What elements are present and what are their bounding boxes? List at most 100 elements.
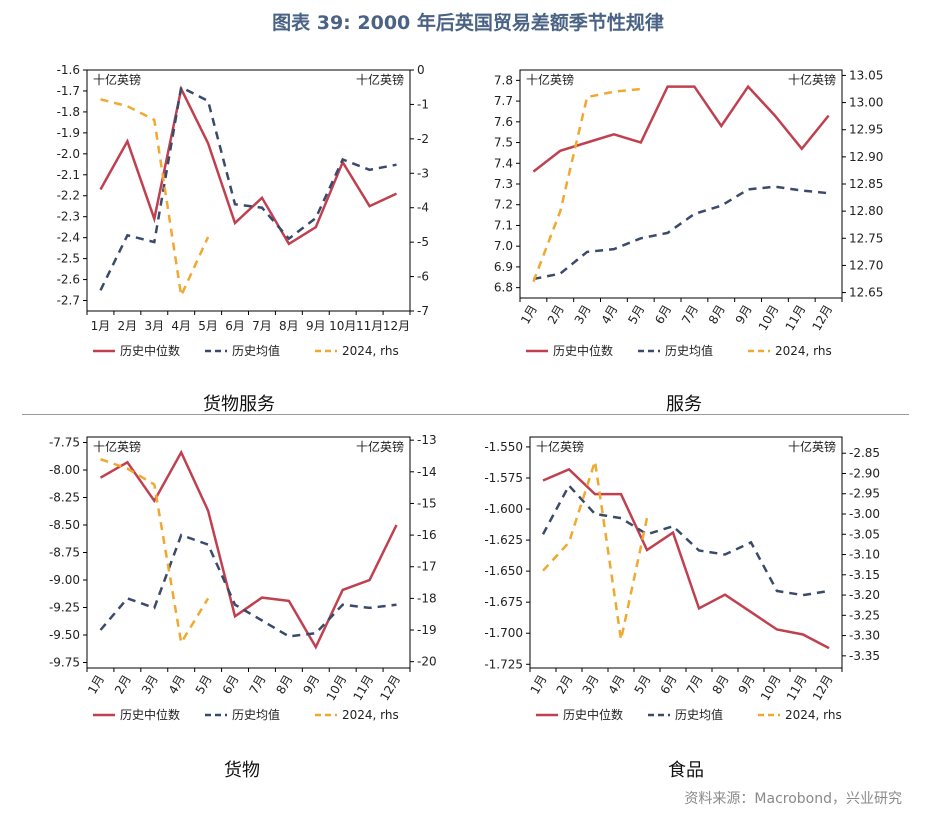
- x-tick-label: 2月: [545, 303, 567, 327]
- left-tick-label: -9.25: [49, 601, 80, 615]
- right-tick-label: -14: [417, 465, 437, 479]
- right-tick-label: -4: [417, 201, 429, 215]
- series-line-2: [100, 98, 210, 300]
- x-tick-label: 9月: [736, 673, 758, 697]
- x-tick-label: 10月: [329, 319, 356, 333]
- x-tick-label: 12月: [809, 303, 835, 334]
- left-tick-label: -1.625: [484, 533, 523, 547]
- left-tick-label: -2.2: [57, 189, 80, 203]
- right-tick-label: -3.20: [849, 588, 880, 602]
- legend-label-2: 2024, rhs: [342, 708, 399, 722]
- x-tick-label: 12月: [810, 673, 836, 704]
- series-line-0: [99, 449, 398, 650]
- left-unit-label: 十亿英镑: [526, 72, 574, 87]
- right-tick-label: 12.70: [849, 258, 883, 272]
- chart-title-goods-services: 货物服务: [203, 394, 275, 415]
- left-tick-label: -9.00: [49, 573, 80, 587]
- left-tick-label: -1.550: [484, 440, 523, 454]
- legend-label-1: 历史均值: [675, 707, 723, 722]
- right-unit-label: 十亿英镑: [356, 72, 404, 87]
- right-tick-label: 13.00: [849, 96, 883, 110]
- x-tick-label: 5月: [625, 303, 647, 327]
- left-tick-label: 6.9: [494, 260, 513, 274]
- x-tick-label: 3月: [139, 673, 161, 697]
- right-tick-label: -17: [417, 560, 437, 574]
- series-line-1: [99, 533, 397, 638]
- plot-frame: [519, 69, 843, 299]
- x-tick-label: 4月: [599, 303, 621, 327]
- left-tick-label: -2.1: [57, 168, 80, 182]
- right-tick-label: -5: [417, 235, 429, 249]
- left-tick-label: -1.8: [57, 105, 80, 119]
- left-tick-label: 7.6: [494, 115, 513, 129]
- series-line-1: [541, 483, 830, 597]
- series-line-1: [99, 85, 397, 291]
- legend-label-1: 历史均值: [232, 707, 280, 722]
- source-note: 资料来源：Macrobond，兴业研究: [684, 791, 902, 807]
- right-tick-label: 12.65: [849, 286, 883, 300]
- left-tick-label: -2.6: [57, 273, 80, 287]
- left-tick-label: 7.8: [494, 73, 513, 87]
- x-tick-label: 7月: [247, 673, 269, 697]
- left-tick-label: -1.600: [484, 502, 523, 516]
- left-tick-label: -1.7: [57, 84, 80, 98]
- series-line-2: [532, 87, 641, 283]
- x-tick-label: 2月: [112, 673, 134, 697]
- series-line-1: [533, 185, 829, 281]
- right-tick-label: -3.30: [849, 629, 880, 643]
- left-tick-label: 7.0: [494, 239, 513, 253]
- x-tick-label: 9月: [306, 319, 326, 333]
- chart-panel-2: -7.75 -8.00 -8.25 -8.50 -8.75 -9.00 -9.25 -9.50…: [49, 433, 437, 722]
- right-tick-label: -2.95: [849, 487, 880, 501]
- left-tick-label: -1.575: [484, 471, 523, 485]
- chart-title-food: 食品: [668, 760, 704, 781]
- left-tick-label: 7.1: [494, 218, 513, 232]
- right-unit-label: 十亿英镑: [356, 439, 404, 454]
- x-tick-label: 8月: [710, 673, 732, 697]
- right-tick-label: 12.80: [849, 204, 883, 218]
- x-tick-label: 7月: [684, 673, 706, 697]
- right-tick-label: -3.35: [849, 649, 880, 663]
- left-unit-label: 十亿英镑: [93, 72, 141, 87]
- panel-divider: [22, 414, 909, 415]
- x-tick-label: 6月: [652, 303, 674, 327]
- right-unit-label: 十亿英镑: [788, 439, 836, 454]
- left-tick-label: -1.700: [484, 626, 523, 640]
- left-tick-label: -1.725: [484, 657, 523, 671]
- legend-label-1: 历史均值: [232, 343, 280, 358]
- left-tick-label: -7.75: [49, 436, 80, 450]
- x-tick-label: 12月: [383, 319, 410, 333]
- right-tick-label: -3: [417, 166, 429, 180]
- right-tick-label: -3.05: [849, 527, 880, 541]
- right-tick-label: 12.90: [849, 150, 883, 164]
- legend-label-0: 历史中位数: [563, 707, 623, 722]
- x-tick-label: 7月: [252, 319, 272, 333]
- x-tick-label: 11月: [350, 673, 376, 704]
- right-tick-label: -2: [417, 132, 429, 146]
- chart-title-goods: 货物: [224, 760, 260, 781]
- x-tick-label: 1月: [91, 319, 111, 333]
- right-tick-label: -2.90: [849, 466, 880, 480]
- series-line-0: [99, 85, 398, 246]
- right-tick-label: -15: [417, 496, 437, 510]
- x-tick-label: 4月: [171, 319, 191, 333]
- right-tick-label: -7: [417, 304, 429, 318]
- x-tick-label: 2月: [118, 319, 138, 333]
- series-line-2: [100, 458, 210, 647]
- legend-label-2: 2024, rhs: [342, 344, 399, 358]
- x-tick-label: 8月: [279, 319, 299, 333]
- x-tick-label: 10月: [756, 303, 782, 334]
- x-tick-label: 5月: [193, 673, 215, 697]
- x-tick-label: 8月: [274, 673, 296, 697]
- right-tick-label: 12.95: [849, 123, 883, 137]
- right-tick-label: -3.00: [849, 507, 880, 521]
- x-tick-label: 10月: [324, 673, 350, 704]
- left-tick-label: -8.75: [49, 546, 80, 560]
- x-tick-label: 7月: [679, 303, 701, 327]
- left-tick-label: 7.3: [494, 177, 513, 191]
- legend-label-0: 历史中位数: [553, 343, 613, 358]
- x-tick-label: 2月: [554, 673, 576, 697]
- x-tick-label: 4月: [606, 673, 628, 697]
- right-tick-label: -20: [417, 655, 437, 669]
